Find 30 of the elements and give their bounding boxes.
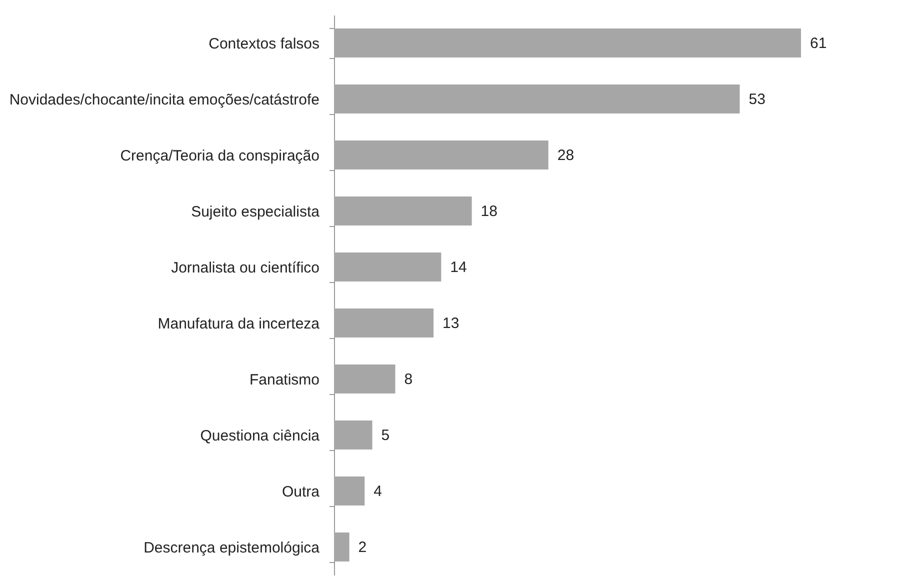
bar [334, 308, 434, 338]
data-label: 14 [450, 259, 467, 276]
bar [334, 252, 442, 282]
y-tick-label: Sujeito especialista [191, 204, 320, 220]
data-label: 2 [358, 539, 367, 556]
y-tick-label: Descrença epistemológica [144, 540, 320, 556]
data-label: 28 [557, 147, 574, 164]
y-tick-label: Outra [282, 484, 320, 500]
y-tick-label: Jornalista ou científico [171, 260, 320, 276]
y-tick-label: Novidades/chocante/incita emoções/catástrofe [9, 92, 320, 108]
data-label: 13 [442, 315, 460, 332]
data-label: 61 [810, 35, 827, 52]
y-tick-label: Fanatismo [249, 372, 320, 388]
data-label: 8 [404, 371, 413, 388]
bar [334, 28, 801, 58]
data-label: 4 [374, 483, 382, 500]
bar [334, 196, 472, 226]
data-label: 53 [748, 91, 766, 108]
bar [334, 364, 396, 394]
y-tick-label: Manufatura da incerteza [158, 316, 320, 332]
bar [334, 140, 548, 170]
bar [334, 84, 740, 114]
y-tick-label: Questiona ciência [200, 428, 320, 444]
bar [334, 476, 365, 506]
data-label: 18 [480, 203, 498, 220]
data-label: 5 [381, 427, 390, 444]
y-tick-label: Crença/Teoria da conspiração [120, 148, 320, 164]
bar [334, 532, 350, 562]
y-tick-label: Contextos falsos [208, 36, 320, 52]
bar [334, 420, 372, 450]
